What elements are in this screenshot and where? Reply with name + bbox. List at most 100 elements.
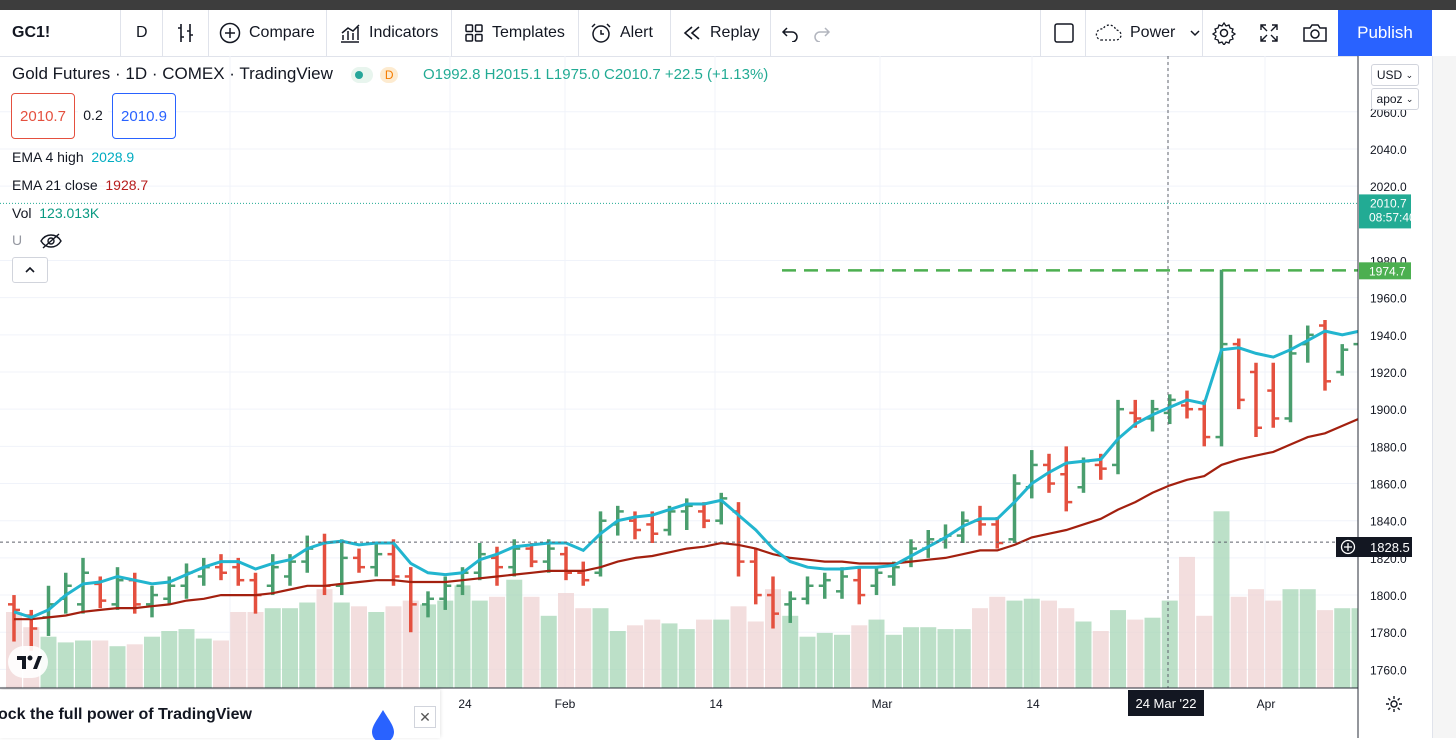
snapshot-button[interactable]	[1302, 10, 1328, 56]
volume-bar	[1282, 589, 1299, 688]
compare-button[interactable]: Compare	[219, 10, 315, 56]
volume-bar	[1334, 608, 1351, 688]
sell-price: 2010.7	[20, 107, 66, 125]
layout-name-button[interactable]: Power	[1094, 10, 1201, 56]
indicator-hidden[interactable]: U	[12, 232, 62, 249]
scale-mode-label: apoz	[1376, 92, 1403, 106]
close-banner-button[interactable]: ✕	[414, 706, 436, 728]
price-tick-label: 1800.0	[1370, 589, 1407, 603]
publish-button[interactable]: Publish	[1338, 10, 1432, 56]
ohlc-bar	[404, 567, 417, 633]
volume-bar	[954, 629, 971, 688]
volume-bar	[575, 608, 592, 688]
ohlc-bar	[353, 548, 365, 573]
symbol-label: GC1!	[12, 24, 51, 41]
publish-label: Publish	[1357, 23, 1413, 42]
ohlc-bar	[301, 535, 314, 573]
crosshair-date-label: 24 Mar '22	[1128, 690, 1204, 716]
toolbar-divider	[451, 10, 452, 56]
volume-bar	[471, 600, 488, 688]
chart-grid	[0, 56, 1358, 688]
symbol-title[interactable]: Gold Futures · 1D · COMEX · TradingView	[12, 64, 333, 83]
sell-button[interactable]: 2010.7	[11, 93, 75, 139]
eye-off-icon[interactable]	[40, 233, 62, 249]
fullscreen-button[interactable]	[1258, 10, 1280, 56]
volume-bar	[316, 589, 333, 688]
buy-button[interactable]: 2010.9	[112, 93, 176, 139]
volume-bar	[437, 600, 454, 688]
volume-bar	[1265, 600, 1282, 688]
volume-bar	[920, 627, 937, 688]
camera-icon	[1303, 24, 1327, 42]
volume-bar	[558, 593, 574, 688]
volume-bar	[1110, 610, 1126, 688]
price-chart[interactable]: 2060.02040.02020.01980.01960.01940.01920…	[0, 56, 1432, 738]
ohlc-bar	[335, 539, 348, 596]
toolbar-divider	[1040, 10, 1041, 56]
upgrade-banner[interactable]: ock the full power of TradingView	[0, 690, 440, 740]
alert-button[interactable]: Alert	[590, 10, 653, 56]
volume-bar	[1023, 598, 1040, 688]
ohlc-bar	[249, 572, 262, 614]
price-tick-label: 1940.0	[1370, 329, 1407, 343]
replay-button[interactable]: Replay	[682, 10, 760, 56]
last-price-badge: 2010.7 08:57:40	[1359, 194, 1416, 229]
chart-style-button[interactable]	[176, 10, 204, 56]
volume-bar	[402, 600, 419, 688]
collapse-legend-button[interactable]	[12, 257, 48, 283]
volume-bar	[1179, 556, 1195, 688]
undo-button[interactable]	[780, 10, 800, 56]
volume-bar	[368, 612, 385, 688]
plus-circle-icon	[219, 22, 241, 44]
indicators-button[interactable]: Indicators	[339, 10, 438, 56]
ohlc-bar	[1250, 362, 1262, 438]
volume-bar	[489, 596, 505, 688]
volume-bar	[230, 612, 247, 688]
indicator-volume[interactable]: Vol 123.013K	[12, 205, 99, 221]
settings-gear-axis[interactable]	[1386, 696, 1402, 712]
chart-legend: Gold Futures · 1D · COMEX · TradingView …	[12, 64, 768, 84]
volume-bar	[868, 619, 885, 688]
volume-bar	[213, 640, 229, 688]
indicator-volume-label: Vol	[12, 205, 32, 221]
volume-bar	[782, 615, 799, 688]
time-tick-label: 14	[1026, 697, 1040, 711]
indicator-volume-value: 123.013K	[39, 205, 100, 221]
top-toolbar: GC1! D Compare Indicators Templates Aler…	[0, 10, 1456, 57]
toolbar-divider	[1202, 10, 1203, 56]
ema4-line	[13, 152, 1432, 620]
volume-bar	[713, 619, 730, 688]
price-axis-background[interactable]	[1358, 56, 1432, 738]
indicator-hidden-label: U	[12, 232, 23, 248]
chevron-down-icon: ⌄	[1405, 93, 1414, 104]
interval-button[interactable]: D	[136, 10, 148, 56]
crosshair-price-badge: 1828.5	[1336, 537, 1412, 557]
tradingview-logo	[8, 646, 48, 678]
spread-value: 0.2	[78, 93, 108, 137]
volume-bar	[299, 602, 316, 688]
layout-toggle-button[interactable]	[1053, 10, 1075, 56]
ohlc-bar	[77, 557, 89, 614]
indicator-ema4[interactable]: EMA 4 high 2028.9	[12, 149, 134, 165]
redo-button[interactable]	[812, 10, 832, 56]
indicator-ema21-label: EMA 21 close	[12, 177, 98, 193]
volume-bar	[834, 634, 850, 688]
volume-bar	[109, 646, 126, 688]
chevron-down-icon	[1190, 30, 1200, 37]
volume-bar	[851, 625, 868, 688]
scale-mode-dropdown[interactable]: apoz ⌄	[1371, 88, 1419, 110]
settings-button[interactable]	[1212, 10, 1236, 56]
currency-dropdown[interactable]: USD ⌄	[1371, 64, 1419, 86]
gear-icon	[1212, 21, 1236, 45]
cloud-icon	[1095, 24, 1122, 41]
volume-bar	[592, 608, 609, 688]
symbol-search-button[interactable]: GC1!	[12, 10, 50, 56]
delayed-badge[interactable]: D	[379, 66, 399, 83]
drop-icon	[372, 710, 394, 740]
volume-bar	[126, 644, 143, 688]
indicator-ema21[interactable]: EMA 21 close 1928.7	[12, 177, 148, 193]
volume-bar	[1144, 617, 1161, 688]
templates-button[interactable]: Templates	[464, 10, 565, 56]
ema21-line	[14, 360, 1432, 621]
ohlc-bar	[836, 567, 848, 599]
